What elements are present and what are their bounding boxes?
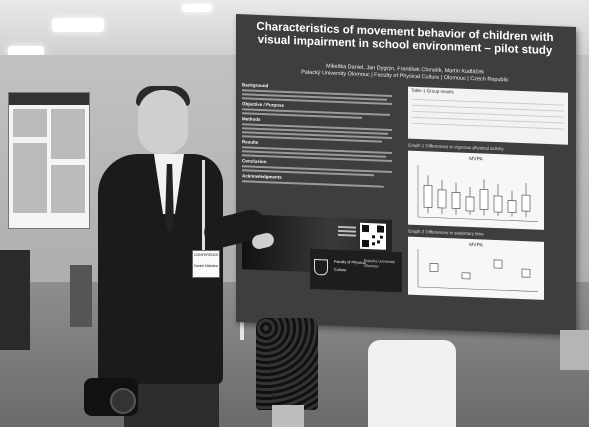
research-poster: Characteristics of movement behavior of … [236,14,576,336]
badge-name: Daniel Mikeška [194,264,218,268]
background-person [256,318,318,410]
boxplot-graphic [417,248,538,292]
background-person [368,340,456,427]
results-table: Table 1 Group results [408,86,568,145]
faculty-shield-icon [314,258,328,276]
ceiling-light [52,18,104,32]
university-name: Palacký University Olomouc [364,259,395,270]
boxplot-graphic [417,164,538,222]
background-poster-header [9,93,89,105]
background-poster-block [13,143,47,213]
side-table [560,330,589,370]
contact-details [338,224,356,239]
qr-code-icon [360,222,386,250]
poster-title: Characteristics of movement behavior of … [242,20,568,59]
faculty-footer: Faculty of Physical Culture Palacký Univ… [310,248,402,293]
text-line [338,225,356,229]
boxplot-chart-sedentary: MVPA [408,236,544,300]
text-line [338,229,356,233]
background-poster-block [51,109,85,159]
table-grid [412,93,564,130]
background-poster [8,92,90,229]
badge-event: CONFERENCE [194,253,219,257]
lanyard [202,160,205,252]
background-person [0,250,30,350]
background-person [70,265,92,327]
text-line [338,233,356,237]
faculty-name: Faculty of Physical Culture [334,258,366,275]
presenter-tie [165,164,174,234]
chart-caption: Graph 2 Differences in sedentary time [408,228,484,237]
background-person-legs [272,405,304,427]
camera-icon [84,378,138,416]
background-poster-block [51,165,85,213]
boxplot-chart-mvpa: MVPA [408,150,544,230]
name-badge: CONFERENCE Daniel Mikeška [192,250,220,278]
background-poster-block [13,109,47,137]
chart-caption: Graph 1 Differences in vigorous physical… [408,142,504,152]
faculty-name-line2: Culture [334,267,347,273]
camera-lens [110,388,136,414]
ceiling-light [182,4,212,12]
presenter-head [138,90,188,154]
presenter: CONFERENCE Daniel Mikeška [84,86,276,427]
ceiling-light [8,46,44,56]
